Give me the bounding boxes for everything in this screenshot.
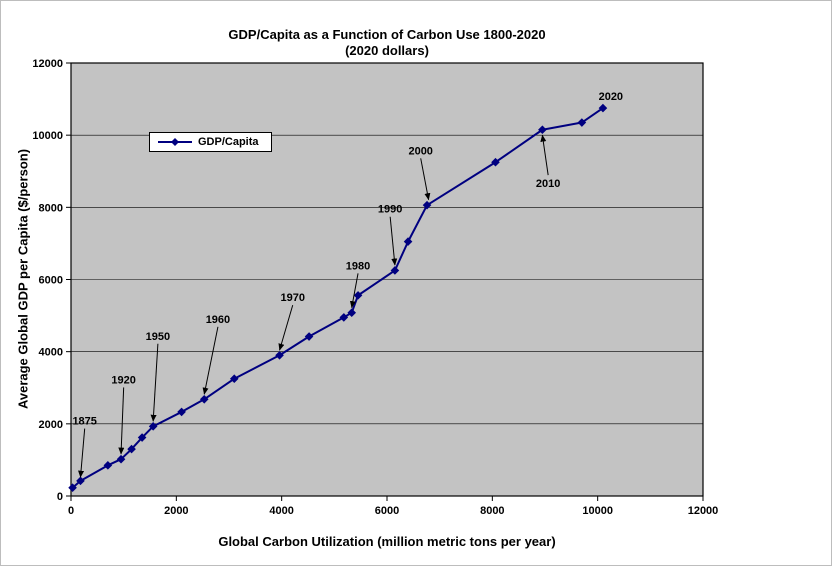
x-tick-label: 10000 — [582, 505, 613, 517]
data-point-marker — [137, 433, 147, 442]
data-point-marker — [339, 313, 349, 322]
data-point-marker — [390, 266, 400, 275]
data-point-marker — [127, 444, 136, 454]
year-annotation: 1875 — [72, 416, 96, 428]
data-point-marker — [538, 125, 547, 135]
data-point-marker — [177, 407, 186, 417]
y-tick-label: 8000 — [39, 202, 63, 214]
y-tick-label: 0 — [57, 491, 63, 503]
annotation-arrow — [202, 326, 219, 395]
annotation-arrow — [78, 428, 86, 478]
x-tick-label: 12000 — [688, 505, 719, 517]
annotation-arrow — [118, 387, 125, 455]
data-point-marker — [304, 332, 314, 341]
data-point-marker — [229, 374, 239, 384]
x-tick-label: 6000 — [375, 505, 399, 517]
y-tick-label: 12000 — [32, 58, 63, 70]
data-point-marker — [275, 350, 284, 360]
y-tick-label: 2000 — [39, 419, 63, 431]
legend-line-marker-icon — [158, 138, 192, 146]
year-annotation: 2020 — [599, 91, 623, 103]
annotation-arrow — [349, 273, 359, 309]
data-point-marker — [598, 103, 608, 113]
data-point-marker — [116, 454, 126, 464]
chart-line — [71, 107, 604, 489]
data-point-marker — [199, 394, 209, 404]
annotation-arrow — [150, 343, 159, 422]
year-annotation: 1920 — [111, 374, 135, 386]
year-annotation: 1960 — [206, 314, 230, 326]
data-point-marker — [103, 461, 113, 470]
data-point-marker — [68, 483, 77, 493]
data-point-marker — [577, 118, 587, 127]
data-point-marker — [347, 308, 357, 318]
x-tick-label: 8000 — [480, 505, 504, 517]
y-tick-label: 6000 — [39, 275, 63, 287]
data-point-marker — [422, 200, 432, 210]
year-annotation: 2010 — [536, 178, 560, 190]
chart-title: GDP/Capita as a Function of Carbon Use 1… — [228, 27, 546, 42]
data-point-marker — [353, 291, 363, 300]
chart-title-block: GDP/Capita as a Function of Carbon Use 1… — [71, 27, 703, 59]
legend-label: GDP/Capita — [198, 136, 259, 148]
data-point-marker — [148, 422, 158, 431]
y-tick-label: 10000 — [32, 130, 63, 142]
year-annotation: 1980 — [346, 260, 370, 272]
chart-subtitle: (2020 dollars) — [345, 43, 429, 58]
x-tick-label: 0 — [68, 505, 74, 517]
year-annotation: 1990 — [378, 204, 402, 216]
data-point-marker — [76, 476, 85, 486]
data-point-marker — [403, 237, 413, 246]
annotation-arrow — [389, 216, 398, 266]
year-annotation: 2000 — [408, 145, 432, 157]
x-tick-label: 2000 — [164, 505, 188, 517]
x-tick-label: 4000 — [269, 505, 293, 517]
year-annotation: 1950 — [146, 331, 170, 343]
legend: GDP/Capita — [149, 132, 272, 152]
year-annotation: 1970 — [280, 292, 304, 304]
y-tick-label: 4000 — [39, 347, 63, 359]
data-point-marker — [491, 157, 500, 167]
x-axis-title: Global Carbon Utilization (million metri… — [218, 534, 556, 549]
annotation-arrow — [278, 305, 294, 351]
annotation-arrow — [540, 134, 549, 176]
annotation-arrow — [420, 158, 431, 201]
